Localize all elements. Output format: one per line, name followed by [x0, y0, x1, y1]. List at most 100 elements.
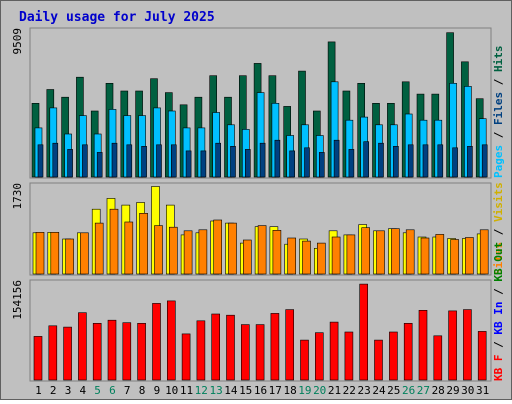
middle-legend: Sites / Visits	[492, 182, 505, 275]
sites-bar	[376, 230, 385, 275]
x-tick-label: 9	[154, 384, 161, 397]
kbf-bar	[477, 331, 487, 381]
pages-bar	[437, 144, 444, 178]
legend-sep: /	[492, 222, 505, 242]
kbf-bar	[137, 322, 146, 381]
kbf-bar	[107, 319, 117, 381]
pages-bar	[407, 144, 414, 178]
x-tick-label: 7	[124, 384, 131, 397]
x-tick-label: 17	[269, 384, 282, 397]
chart-title: Daily usage for July 2025	[19, 10, 215, 25]
x-tick-label: 8	[139, 384, 146, 397]
x-tick-label: 20	[313, 384, 326, 397]
kbf-bar	[418, 309, 428, 381]
sites-bar	[65, 238, 74, 275]
x-tick-label: 27	[417, 384, 430, 397]
pages-bar	[67, 149, 73, 178]
sites-bar	[124, 221, 134, 275]
x-tick-label: 25	[387, 384, 400, 397]
x-tick-label: 24	[372, 384, 386, 397]
x-tick-label: 11	[180, 384, 193, 397]
legend-visits: Visits	[492, 182, 505, 222]
sites-bar	[450, 239, 459, 275]
pages-bar	[230, 146, 236, 178]
pages-bar	[363, 141, 370, 178]
pages-bar	[126, 144, 133, 178]
sites-bar	[35, 232, 45, 275]
kbf-bar	[433, 335, 443, 381]
sites-bar	[391, 228, 400, 275]
pages-bar	[200, 150, 207, 178]
sites-bar	[169, 226, 178, 275]
kbf-bar	[374, 339, 383, 381]
pages-bar	[289, 150, 296, 178]
kbf-bar	[63, 326, 72, 381]
sites-bar	[287, 237, 297, 275]
legend-sites: Sites	[492, 242, 505, 275]
x-tick-label: 31	[476, 384, 489, 397]
bottom-legend: KB F / KB In / KB Out	[492, 242, 505, 381]
sites-bar	[213, 219, 222, 275]
x-tick-label: 30	[461, 384, 474, 397]
pages-bar	[245, 149, 251, 178]
pages-bar	[185, 150, 192, 178]
sites-bar	[154, 225, 163, 275]
sites-bar	[302, 240, 311, 275]
top-legend: Pages / Files / Hits	[492, 46, 505, 179]
kbf-bar	[463, 309, 472, 381]
pages-bar	[481, 144, 488, 178]
x-tick-label: 5	[94, 384, 101, 397]
kbf-bar	[122, 322, 132, 381]
kbf-bar	[167, 300, 176, 381]
sites-bar	[465, 237, 474, 275]
legend-sep: /	[492, 282, 505, 302]
x-tick-label: 18	[283, 384, 296, 397]
x-tick-label: 19	[298, 384, 311, 397]
legend-kbf: KB F	[492, 355, 505, 382]
pages-bar	[37, 144, 44, 178]
sites-bar	[361, 227, 371, 275]
legend-hits: Hits	[492, 46, 505, 73]
pages-bar	[333, 139, 340, 178]
pages-bar	[348, 149, 355, 178]
pages-bar	[318, 152, 325, 178]
sites-bar	[50, 232, 60, 275]
pages-bar	[141, 146, 147, 178]
kbf-bar	[181, 333, 191, 381]
pages-bar	[452, 147, 458, 178]
kbf-bar	[329, 321, 339, 381]
x-tick-labels: 1 2 3 4 5 6 7 8 9 10 11 12 13 14 15 16 17 18 19 20 21 22 23 24 2…	[35, 384, 489, 397]
legend-files: Files	[492, 92, 505, 125]
x-tick-label: 3	[65, 384, 72, 397]
legend-pages: Pages	[492, 145, 505, 178]
pages-bar	[393, 146, 399, 178]
sites-bar	[346, 234, 356, 275]
kbf-bar	[211, 313, 220, 381]
x-tick-label: 21	[328, 384, 341, 397]
sites-bar	[198, 229, 208, 275]
bar-marks	[31, 32, 489, 381]
kbf-bar	[78, 312, 87, 381]
sites-bar	[139, 213, 148, 275]
sites-bar	[479, 229, 489, 275]
sites-bar	[80, 232, 89, 275]
x-tick-label: 12	[195, 384, 208, 397]
sites-bar	[109, 208, 119, 275]
sites-bar	[228, 222, 237, 275]
sites-bar	[257, 225, 267, 275]
x-tick-label: 26	[402, 384, 415, 397]
pages-bar	[215, 142, 221, 178]
x-tick-label: 15	[239, 384, 252, 397]
sites-bar	[331, 236, 341, 275]
kbf-bar	[196, 320, 206, 381]
kbf-bar	[33, 336, 43, 381]
legend-kbout: KB Out	[492, 242, 505, 282]
kbf-bar	[344, 331, 354, 381]
legend-kbin: KB In	[492, 302, 505, 335]
kbf-bar	[448, 310, 457, 381]
pages-bar	[304, 147, 310, 178]
kbf-bar	[270, 313, 280, 381]
top-max-label: 9509	[11, 28, 24, 55]
sites-bar	[272, 230, 282, 275]
